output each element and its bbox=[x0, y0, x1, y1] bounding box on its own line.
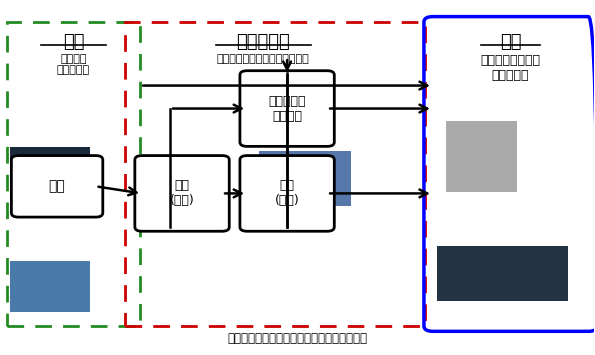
Bar bbox=[259, 151, 351, 206]
Text: 電気: 電気 bbox=[49, 179, 65, 193]
Bar bbox=[10, 261, 90, 312]
Text: 貯蔵・輸送: 貯蔵・輸送 bbox=[236, 33, 290, 50]
Text: 水素をエネルギー
として利用: 水素をエネルギー として利用 bbox=[481, 54, 541, 82]
FancyBboxPatch shape bbox=[240, 71, 334, 146]
Text: 水素
(液体): 水素 (液体) bbox=[275, 179, 299, 207]
Bar bbox=[437, 246, 568, 301]
Text: エネルギー
キャリア: エネルギー キャリア bbox=[268, 94, 306, 122]
Bar bbox=[10, 147, 90, 199]
Text: 製造: 製造 bbox=[62, 33, 84, 50]
Text: 水素を気体や液体で貯蔵・輸送: 水素を気体や液体で貯蔵・輸送 bbox=[217, 54, 310, 64]
Text: 水素
(気体): 水素 (気体) bbox=[170, 179, 195, 207]
Bar bbox=[446, 121, 517, 192]
FancyBboxPatch shape bbox=[135, 155, 229, 231]
Text: 利用: 利用 bbox=[500, 33, 521, 50]
Text: 水素エネルギーシステム技術開発のイメージ: 水素エネルギーシステム技術開発のイメージ bbox=[227, 333, 368, 345]
Text: 電気から
水素を製造: 電気から 水素を製造 bbox=[57, 54, 90, 75]
FancyBboxPatch shape bbox=[240, 155, 334, 231]
FancyBboxPatch shape bbox=[11, 155, 103, 217]
